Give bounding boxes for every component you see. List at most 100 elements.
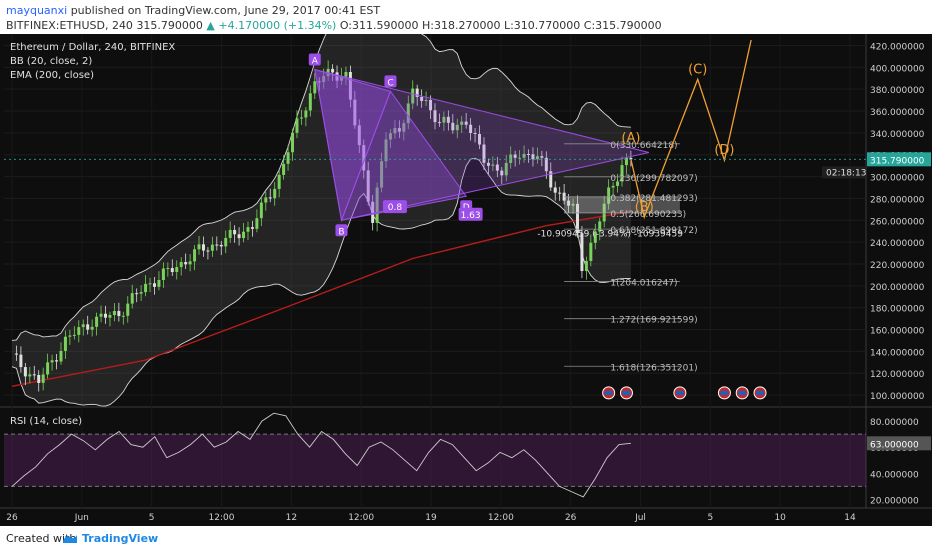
fib-label: 0.618(251.899172) — [610, 226, 697, 236]
publish-line: mayquanxi published on TradingView.com, … — [6, 4, 380, 17]
candle-body — [460, 121, 464, 125]
candle-body — [544, 157, 548, 172]
y-tick-label: 260.000000 — [870, 217, 925, 227]
candle-body — [99, 313, 103, 317]
publish-header: mayquanxi published on TradingView.com, … — [0, 0, 932, 34]
y-tick-label: 340.000000 — [870, 130, 925, 140]
candle-body — [259, 202, 263, 219]
candle-body — [522, 153, 526, 158]
y-tick-label: 400.000000 — [870, 64, 925, 74]
candle-body — [629, 157, 633, 160]
candle-body — [616, 181, 620, 186]
candle-body — [495, 164, 499, 171]
candle-body — [451, 122, 455, 131]
candle-body — [549, 171, 553, 188]
fib-zone — [564, 196, 680, 213]
last-price-label: 315.790000 — [870, 156, 925, 166]
candle-body — [304, 110, 308, 118]
x-tick-label: 5 — [707, 513, 713, 523]
candle-body — [295, 118, 299, 133]
candle-body — [567, 200, 571, 206]
candle-body — [50, 360, 54, 363]
candle-body — [104, 313, 108, 318]
pattern-point-badge — [335, 224, 348, 237]
fib-label: 1(204.016247) — [610, 278, 677, 288]
x-tick-label: 12:00 — [348, 513, 374, 523]
candle-body — [233, 229, 237, 235]
candle-body — [362, 145, 366, 171]
candle-body — [491, 164, 495, 166]
candle-body — [242, 231, 246, 239]
candle-body — [46, 362, 50, 375]
candle-body — [112, 311, 116, 316]
candle-body — [215, 244, 219, 246]
candle-body — [130, 293, 134, 304]
candle-body — [482, 144, 486, 163]
candle-body — [527, 153, 531, 155]
tradingview-brand[interactable]: TradingView — [82, 532, 159, 545]
candle-body — [184, 262, 188, 265]
legend-bb: BB (20, close, 2) — [10, 56, 92, 67]
candle-body — [175, 267, 179, 272]
x-tick-label: 26 — [565, 513, 577, 523]
y-tick-label: 200.000000 — [870, 283, 925, 293]
fib-label: 0.5(266.690233) — [610, 210, 686, 220]
candle-body — [170, 268, 174, 272]
chart-panel[interactable]: 100.000000 120.000000 140.000000 160.000000… — [0, 11, 932, 526]
pattern-point-badge — [308, 53, 321, 66]
x-tick-label: 12:00 — [209, 513, 235, 523]
fib-label: 0(330.664218) — [610, 141, 677, 151]
candle-body — [558, 192, 562, 194]
candle-body — [19, 354, 23, 368]
candle-body — [219, 244, 223, 247]
candle-body — [63, 336, 67, 351]
candle-body — [317, 81, 321, 83]
x-tick-label: 26 — [6, 513, 18, 523]
candle-body — [344, 71, 348, 77]
candle-body — [166, 268, 170, 270]
candle-body — [486, 162, 490, 166]
y-tick-label: 360.000000 — [870, 108, 925, 118]
candle-body — [611, 185, 615, 188]
price-chart-svg[interactable]: 100.000000 120.000000 140.000000 160.000000… — [0, 11, 932, 526]
bb-fill — [12, 11, 631, 407]
rsi-last-tag — [867, 436, 931, 451]
candle-body — [23, 367, 27, 377]
candle-body — [571, 203, 575, 206]
candle-body — [206, 250, 210, 252]
candle-body — [598, 221, 602, 232]
candle-body — [273, 188, 277, 199]
candle-body — [429, 99, 433, 111]
candle-body — [268, 197, 272, 199]
x-tick-label: 12 — [286, 513, 297, 523]
y-tick-label: 300.000000 — [870, 174, 925, 184]
candle-body — [584, 260, 588, 272]
last-price-tag — [867, 152, 931, 167]
candle-body — [224, 237, 228, 247]
candle-body — [313, 81, 317, 94]
ratio-label: 0.8 — [388, 203, 403, 213]
candle-body — [375, 187, 379, 223]
candle-body — [139, 292, 143, 294]
candle-body — [469, 124, 473, 134]
candle-body — [464, 121, 468, 125]
candle-body — [126, 303, 130, 316]
author-link[interactable]: mayquanxi — [6, 4, 68, 17]
candle-body — [250, 227, 254, 229]
candle-body — [531, 154, 535, 160]
candle-body — [152, 283, 156, 287]
legend-ema: EMA (200, close) — [10, 70, 94, 81]
candle-body — [72, 334, 76, 336]
candle-body — [121, 315, 125, 317]
footer: Created with TradingView — [0, 526, 932, 550]
event-flag-band — [622, 390, 631, 395]
legend-title: Ethereum / Dollar, 240, BITFINEX — [10, 42, 175, 53]
y-tick-label: 380.000000 — [870, 86, 925, 96]
candle-body — [553, 187, 557, 193]
wave-label: (C) — [688, 62, 707, 77]
candle-body — [518, 157, 522, 159]
candle-body — [108, 315, 112, 318]
pattern-wedge — [314, 68, 650, 221]
tradingview-logo-icon — [63, 535, 77, 543]
candle-body — [197, 244, 201, 250]
